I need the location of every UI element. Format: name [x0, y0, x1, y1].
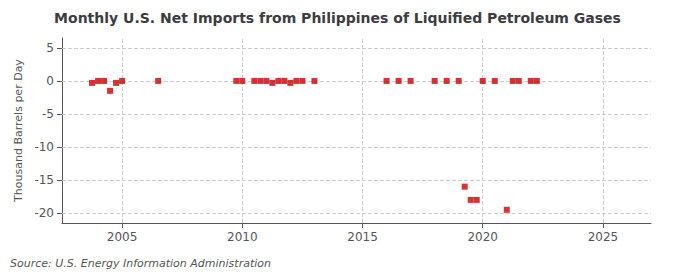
- svg-text:5: 5: [46, 41, 54, 55]
- svg-text:Source: U.S. Energy Informatio: Source: U.S. Energy Information Administ…: [10, 257, 271, 270]
- svg-text:2010: 2010: [227, 230, 258, 244]
- svg-text:Thousand Barrels per Day: Thousand Barrels per Day: [12, 59, 25, 203]
- svg-text:2025: 2025: [588, 230, 619, 244]
- svg-text:0: 0: [46, 74, 54, 88]
- svg-text:-15: -15: [34, 173, 54, 187]
- svg-text:2020: 2020: [467, 230, 498, 244]
- svg-text:-10: -10: [34, 140, 54, 154]
- svg-text:2005: 2005: [107, 230, 138, 244]
- svg-text:-5: -5: [42, 107, 54, 121]
- svg-text:-20: -20: [34, 206, 54, 220]
- svg-text:Monthly U.S. Net Imports from: Monthly U.S. Net Imports from Philippine…: [54, 10, 621, 26]
- svg-text:2015: 2015: [347, 230, 378, 244]
